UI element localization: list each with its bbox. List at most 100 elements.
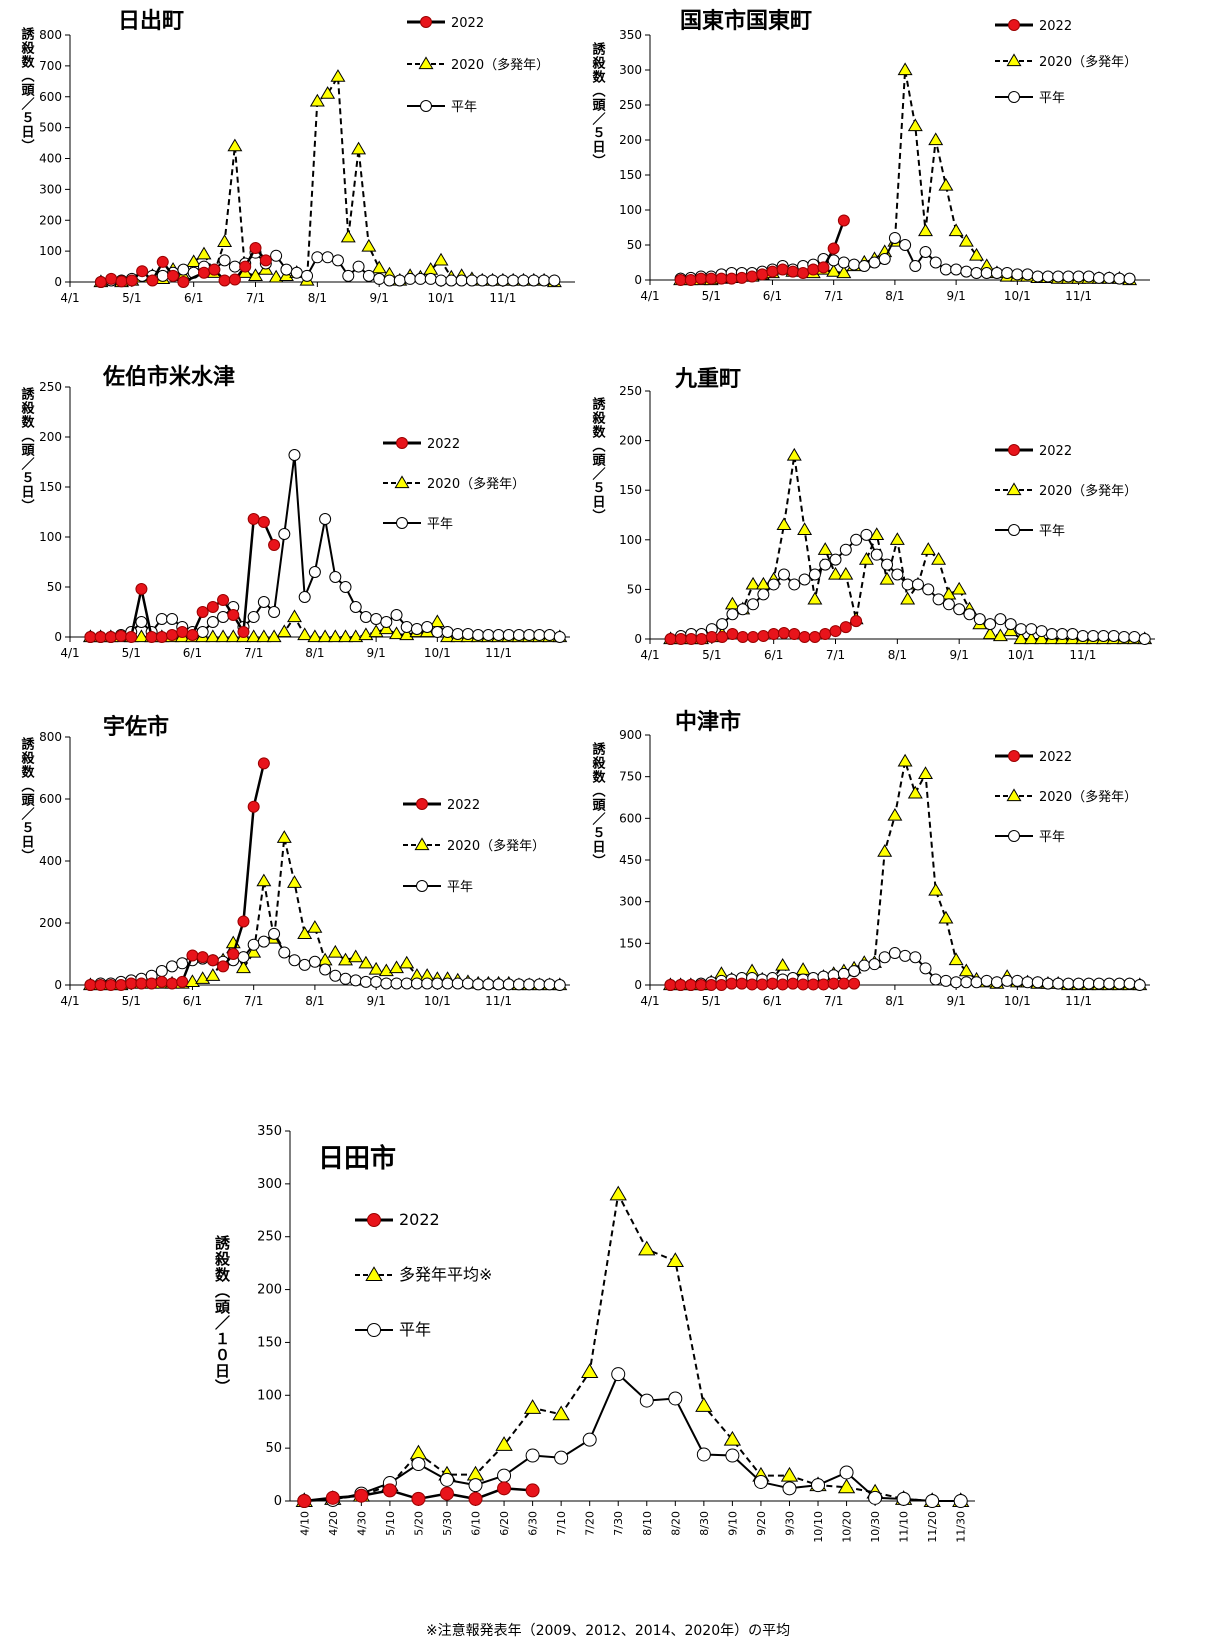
legend-label: 2022: [1039, 19, 1072, 34]
data-point: [289, 450, 300, 461]
data-point: [697, 1448, 710, 1461]
data-point: [901, 593, 914, 604]
data-point: [1042, 271, 1053, 282]
data-point: [95, 277, 106, 288]
y-tick-label: 800: [39, 28, 62, 42]
legend-marker: [395, 476, 408, 487]
data-point: [411, 1446, 427, 1459]
data-point: [1002, 975, 1013, 986]
data-point: [920, 247, 931, 258]
data-point: [384, 275, 395, 286]
data-point: [668, 1253, 684, 1266]
series-line: [90, 519, 274, 637]
data-point: [469, 1479, 482, 1492]
data-point: [207, 617, 218, 628]
data-point: [583, 1433, 596, 1446]
data-point: [675, 275, 686, 286]
data-point: [859, 960, 870, 971]
x-tick-label: 9/1: [946, 289, 965, 303]
data-point: [342, 231, 355, 242]
data-point: [706, 632, 717, 643]
data-point: [939, 912, 952, 923]
data-point: [1022, 269, 1033, 280]
data-point: [498, 1469, 511, 1482]
data-point: [405, 273, 416, 284]
legend-label: 平年: [1039, 91, 1065, 106]
data-point: [279, 529, 290, 540]
data-point: [737, 604, 748, 615]
data-point: [178, 264, 189, 275]
data-point: [1063, 978, 1074, 989]
data-point: [675, 634, 686, 645]
data-point: [238, 916, 249, 927]
y-tick-label: 150: [39, 480, 62, 494]
y-tick-label: 250: [619, 98, 642, 112]
data-point: [308, 921, 321, 932]
data-point: [1098, 631, 1109, 642]
x-tick-label: 4/30: [355, 1511, 368, 1536]
x-tick-label: 10/1: [424, 646, 451, 660]
x-tick-label: 8/1: [885, 289, 904, 303]
data-point: [401, 978, 412, 989]
data-point: [685, 980, 696, 991]
chart-title: 国東市国東町: [680, 8, 812, 34]
data-point: [717, 619, 728, 630]
data-point: [889, 233, 900, 244]
data-point: [869, 1491, 882, 1504]
data-point: [922, 543, 935, 554]
data-point: [929, 884, 942, 895]
data-point: [544, 979, 555, 990]
data-point: [900, 240, 911, 251]
data-point: [696, 980, 707, 991]
data-point: [187, 950, 198, 961]
data-point: [727, 609, 738, 620]
x-tick-label: 11/20: [926, 1511, 939, 1543]
x-tick-label: 7/10: [555, 1511, 568, 1536]
data-point: [754, 1475, 767, 1488]
data-point: [353, 261, 364, 272]
legend-label: 平年: [1039, 524, 1065, 539]
data-point: [289, 955, 300, 966]
data-point: [1083, 978, 1094, 989]
data-point: [116, 980, 127, 991]
x-tick-label: 8/1: [308, 291, 327, 305]
data-point: [869, 959, 880, 970]
data-point: [706, 980, 717, 991]
data-point: [849, 978, 860, 989]
data-point: [736, 978, 747, 989]
data-point: [248, 939, 259, 950]
data-point: [432, 627, 443, 638]
data-point: [758, 631, 769, 642]
data-point: [838, 215, 849, 226]
data-point: [371, 614, 382, 625]
x-tick-label: 8/10: [641, 1511, 654, 1536]
data-point: [219, 255, 230, 266]
data-point: [360, 976, 371, 987]
data-point: [830, 554, 841, 565]
legend-marker: [421, 17, 432, 28]
x-tick-label: 4/10: [298, 1511, 311, 1536]
data-point: [716, 980, 727, 991]
data-point: [350, 975, 361, 986]
legend-marker: [1007, 483, 1020, 494]
data-point: [534, 630, 545, 641]
legend-label: 2020（多発年）: [1039, 54, 1137, 70]
data-point: [981, 975, 992, 986]
legend-marker: [1009, 92, 1020, 103]
data-point: [298, 1495, 311, 1508]
data-point: [748, 599, 759, 610]
x-tick-label: 5/1: [122, 994, 141, 1008]
x-tick-label: 11/1: [489, 291, 516, 305]
data-point: [923, 584, 934, 595]
legend-marker: [415, 838, 428, 849]
data-point: [554, 632, 565, 643]
data-point: [796, 963, 809, 974]
data-point: [861, 529, 872, 540]
data-point: [177, 627, 188, 638]
series-circle-red: [298, 1482, 539, 1508]
legend-label: 2022: [447, 798, 480, 813]
data-point: [373, 262, 386, 273]
data-point: [808, 593, 821, 604]
data-point: [953, 583, 966, 594]
data-point: [981, 268, 992, 279]
